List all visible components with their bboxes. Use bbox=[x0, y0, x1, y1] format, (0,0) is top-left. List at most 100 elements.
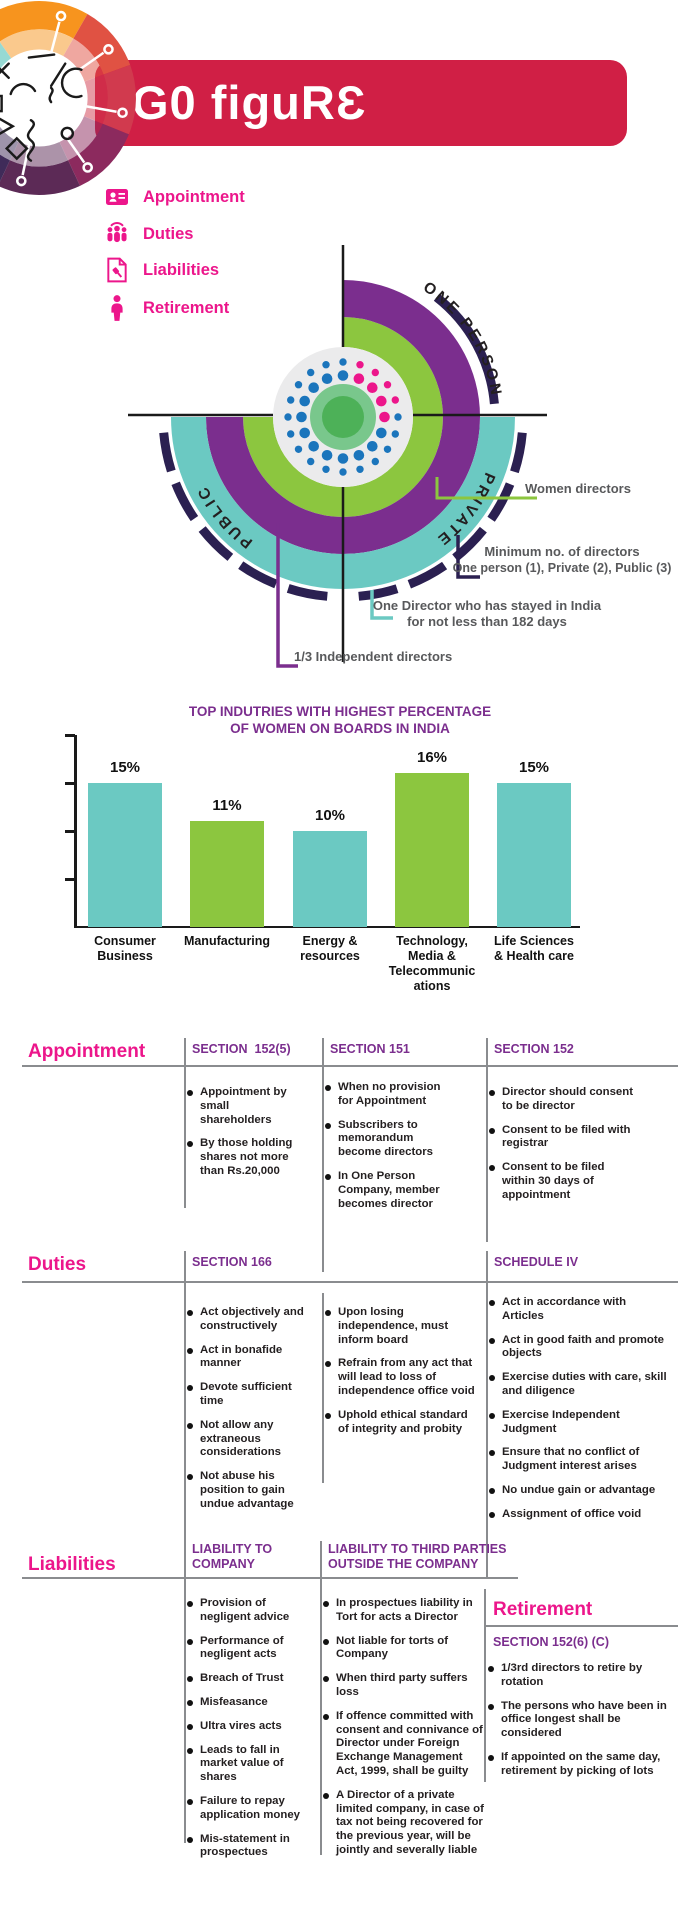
bullet-item: When third party suffers loss bbox=[323, 1672, 484, 1700]
logo-network-lines bbox=[16, 10, 128, 187]
bar-category-label: Consumer Business bbox=[94, 934, 156, 963]
callout-resident-director-line1: One Director who has stayed in India bbox=[373, 598, 602, 613]
bullet-item: Ultra vires acts bbox=[187, 1720, 306, 1734]
director-dot bbox=[307, 457, 315, 466]
director-dot bbox=[339, 468, 347, 476]
bullet-item: Consent to be filed within 30 days of ap… bbox=[489, 1161, 634, 1202]
column-divider bbox=[484, 1589, 486, 1782]
director-dot bbox=[287, 430, 295, 438]
director-dot bbox=[337, 370, 349, 381]
director-dot bbox=[296, 411, 307, 423]
bullet-item: Act in accordance with Articles bbox=[489, 1296, 668, 1324]
bar-0 bbox=[88, 783, 162, 927]
director-dot bbox=[391, 396, 399, 404]
director-dot bbox=[284, 413, 292, 421]
bullet-item: Performance of negligent acts bbox=[187, 1635, 306, 1663]
legend-item-retirement: Retirement bbox=[103, 294, 229, 322]
crosshair-axes bbox=[128, 245, 547, 662]
bullet-list-duties-col3: Act in accordance with Articles Act in g… bbox=[489, 1296, 668, 1532]
director-dot bbox=[294, 381, 303, 389]
legend-item-duties: Duties bbox=[103, 221, 193, 247]
bar-value-label: 15% bbox=[518, 759, 550, 776]
bullet-item: Act in bonafide manner bbox=[187, 1344, 310, 1372]
y-axis bbox=[74, 735, 77, 928]
section-title-appointment: Appointment bbox=[28, 1041, 146, 1062]
director-dot bbox=[322, 465, 330, 473]
bullet-item: In One Person Company, member becomes di… bbox=[325, 1170, 446, 1211]
director-dot bbox=[339, 358, 347, 366]
bar-value-label: 16% bbox=[416, 749, 448, 767]
bullet-item: Devote sufficient time bbox=[187, 1381, 310, 1409]
legend-item-liabilities: Liabilities bbox=[103, 257, 219, 283]
director-dot bbox=[356, 361, 364, 369]
bullet-item: Breach of Trust bbox=[187, 1672, 306, 1686]
bullet-item: Exercise duties with care, skill and dil… bbox=[489, 1371, 668, 1399]
director-dot bbox=[376, 395, 387, 407]
bar-value-label: 15% bbox=[109, 759, 141, 776]
callout-min-directors-line1: Minimum no. of directors bbox=[484, 544, 639, 559]
bullet-list-appointment-col3: Director should consent to be director C… bbox=[489, 1086, 634, 1213]
bullet-item: If offence committed with consent and co… bbox=[323, 1710, 484, 1779]
bullet-item: 1/3rd directors to retire by rotation bbox=[488, 1662, 669, 1690]
bar-category-label: Life Sciences & Health care bbox=[494, 934, 574, 963]
director-dot bbox=[367, 382, 378, 393]
bullet-item: Misfeasance bbox=[187, 1696, 306, 1710]
director-dot bbox=[391, 430, 399, 438]
section-title-retirement: Retirement bbox=[493, 1599, 593, 1620]
director-dot bbox=[394, 413, 402, 421]
navy-accent-arcs bbox=[159, 293, 527, 601]
logo-inner-ring bbox=[0, 29, 108, 167]
center-green-core bbox=[322, 396, 364, 438]
director-dot bbox=[337, 453, 349, 464]
column-header: SECTION 166 bbox=[192, 1255, 272, 1269]
column-header: SECTION 152(5) bbox=[192, 1042, 291, 1056]
rule-line bbox=[22, 1065, 678, 1067]
logo-color-ring bbox=[0, 1, 136, 195]
bullet-list-appointment-col1: Appointment by small shareholders By tho… bbox=[187, 1086, 302, 1189]
column-header: LIABILITY TO COMPANY bbox=[192, 1542, 273, 1571]
column-divider bbox=[184, 1038, 186, 1208]
directors-radial-chart: ONE PERSON PRIVATE PUBLIC Women director… bbox=[128, 245, 672, 668]
bullet-item: The persons who have been in office long… bbox=[488, 1700, 669, 1741]
rule-line bbox=[22, 1281, 678, 1283]
bullet-item: Provision of negligent advice bbox=[187, 1597, 306, 1625]
section-title-liabilities: Liabilities bbox=[28, 1554, 116, 1575]
director-dot bbox=[321, 450, 333, 461]
callout-independent-directors: 1/3 Independent directors bbox=[294, 649, 452, 664]
bullet-item: Exercise Independent Judgment bbox=[489, 1409, 668, 1437]
bar-chart-title: TOP INDUTRIES WITH HIGHEST PERCENTAGE OF… bbox=[188, 704, 492, 736]
bullet-item: A Director of a private limited company,… bbox=[323, 1789, 484, 1858]
column-divider bbox=[184, 1251, 186, 1545]
callout-min-directors-line2: One person (1), Private (2), Public (3) bbox=[453, 561, 672, 575]
bullet-item: Appointment by small shareholders bbox=[187, 1086, 302, 1127]
bullet-item: If appointed on the same day, retirement… bbox=[488, 1751, 669, 1779]
director-dot bbox=[379, 411, 390, 423]
legend-label: Duties bbox=[143, 224, 194, 243]
bullet-item: Assignment of office void bbox=[489, 1508, 668, 1522]
bullet-item: Not liable for torts of Company bbox=[323, 1635, 484, 1663]
bar-4 bbox=[497, 783, 571, 927]
bullet-item: Mis-statement in prospectues bbox=[187, 1833, 306, 1861]
column-header: SECTION 151 bbox=[330, 1042, 410, 1056]
bullet-item: When no provision for Appointment bbox=[325, 1081, 446, 1109]
legend-label: Retirement bbox=[143, 298, 230, 317]
bullet-list-appointment-col2: When no provision for Appointment Subscr… bbox=[325, 1081, 446, 1221]
title-banner: G0 figuRƐ bbox=[95, 60, 627, 146]
bullet-list-liabilities-col2: In prospectues liability in Tort for act… bbox=[323, 1597, 484, 1868]
director-dot bbox=[294, 445, 303, 453]
bullet-item: Refrain from any act that will lead to l… bbox=[325, 1357, 480, 1398]
director-dot bbox=[371, 457, 379, 466]
director-dot bbox=[353, 450, 365, 461]
bar-category-label: Technology, Media & Telecommunic ations bbox=[388, 934, 476, 993]
legend-item-appointment: Appointment bbox=[103, 185, 245, 209]
id-card-icon bbox=[106, 189, 128, 205]
column-divider bbox=[184, 1541, 186, 1843]
gavel-document-icon bbox=[107, 257, 127, 283]
bullet-item: By those holding shares not more than Rs… bbox=[187, 1137, 302, 1178]
legend-label: Appointment bbox=[143, 187, 245, 206]
people-icon bbox=[107, 222, 127, 243]
person-icon bbox=[111, 295, 123, 321]
column-divider bbox=[322, 1293, 324, 1483]
bullet-item: Director should consent to be director bbox=[489, 1086, 634, 1114]
director-dot bbox=[383, 381, 392, 389]
